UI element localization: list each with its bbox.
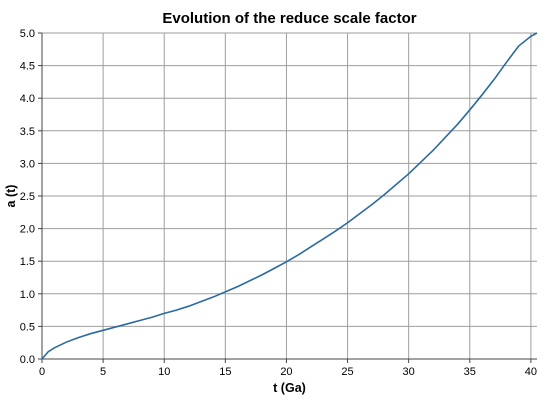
y-tick-label: 5.0	[20, 28, 35, 40]
x-axis-title: t (Ga)	[273, 381, 306, 395]
y-tick-label: 0.5	[20, 321, 35, 333]
y-tick-label: 3.5	[20, 126, 35, 138]
series-group	[41, 32, 538, 360]
x-tick-label: 40	[525, 366, 537, 378]
x-tick-label: 30	[403, 366, 415, 378]
y-tick-label: 2.0	[20, 224, 35, 236]
y-tick-label: 2.5	[20, 191, 35, 203]
y-tick-label: 4.5	[20, 61, 35, 73]
x-tick-label: 15	[219, 366, 231, 378]
y-tick-label: 3.0	[20, 158, 35, 170]
x-tick-label: 5	[100, 366, 106, 378]
axes: 0 5 10 15 20 25 30 35 40 0.0 0.5 1.0 1.5 2.0 2.5 3.0 3.5…	[20, 28, 537, 378]
y-tick-label: 4.0	[20, 93, 35, 105]
grid	[41, 32, 537, 360]
y-tick-label: 0.0	[20, 354, 35, 366]
series-line	[41, 32, 538, 360]
chart-title: Evolution of the reduce scale factor	[162, 10, 416, 27]
x-tick-label: 0	[39, 366, 45, 378]
y-axis-title: a (t)	[4, 185, 18, 208]
x-tick-label: 10	[158, 366, 170, 378]
x-tick-label: 20	[280, 366, 292, 378]
y-tick-label: 1.0	[20, 289, 35, 301]
y-tick-label: 1.5	[20, 256, 35, 268]
x-tick-label: 25	[341, 366, 353, 378]
x-tick-label: 35	[464, 366, 476, 378]
